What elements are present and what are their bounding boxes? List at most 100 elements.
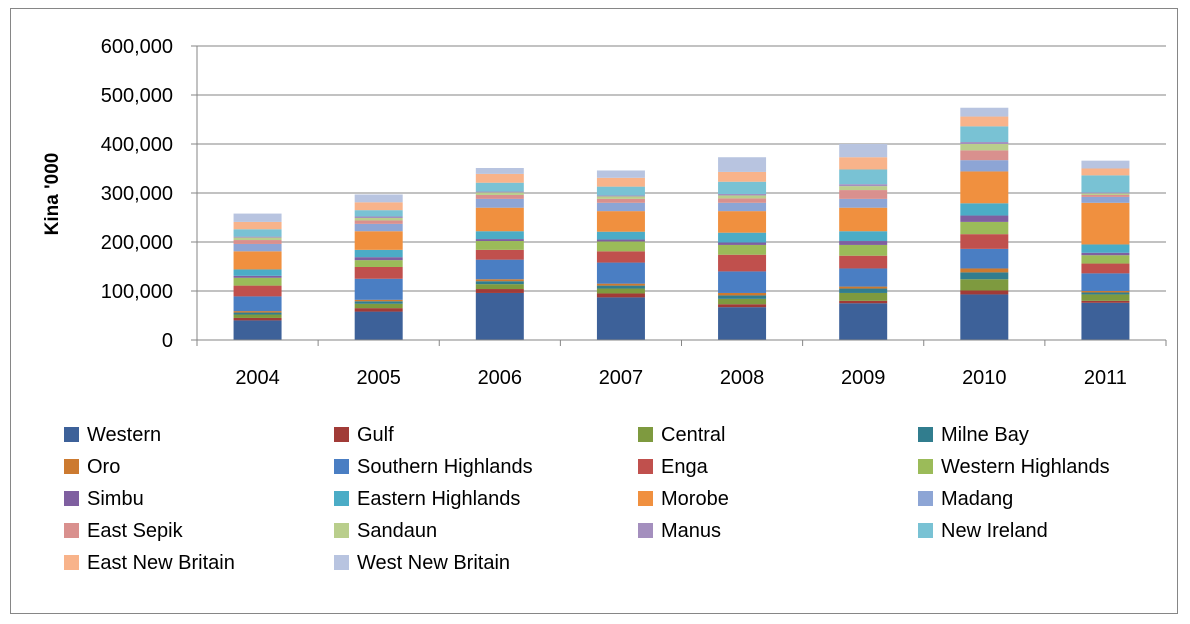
bar-segment: [596, 177, 645, 187]
bar-segment: [839, 241, 888, 245]
bar-segment: [475, 192, 524, 195]
gridlines: [197, 45, 1166, 292]
bar-segment: [475, 279, 524, 282]
bar-segment: [960, 221, 1009, 235]
legend-swatch: [638, 459, 653, 474]
bar-segment: [718, 242, 767, 245]
bar-segment: [233, 237, 282, 241]
bar-segment: [718, 211, 767, 233]
bar-segment: [839, 207, 888, 232]
legend-swatch: [64, 555, 79, 570]
bar-segment: [354, 308, 403, 312]
bar-segment: [718, 171, 767, 182]
bar-segment: [233, 240, 282, 244]
bar-segment: [718, 254, 767, 272]
legend-swatch: [334, 523, 349, 538]
legend-entry: Milne Bay: [941, 424, 1029, 446]
bar-segment: [718, 202, 767, 212]
legend-entry: East Sepik: [87, 520, 184, 542]
bar-segment: [1081, 263, 1130, 274]
bar-segment: [839, 303, 888, 340]
bar-segment: [1081, 160, 1130, 169]
bar-segment: [354, 194, 403, 203]
y-tick-label: 400,000: [101, 134, 173, 156]
legend: Western Gulf Central Milne Bay Oro Southern H…: [64, 424, 1110, 574]
bar-segment: [839, 300, 888, 304]
bar-segment: [1081, 175, 1130, 193]
legend-entry: New Ireland: [941, 520, 1048, 542]
bar-segment: [1081, 193, 1130, 195]
bar-segment: [960, 203, 1009, 216]
y-tick-label: 600,000: [101, 36, 173, 58]
x-tick-label: 2007: [599, 367, 644, 389]
bar-segment: [233, 269, 282, 276]
bar-segment: [475, 168, 524, 174]
bar-segment: [596, 241, 645, 252]
bar-segment: [233, 229, 282, 237]
bar-segment: [839, 286, 888, 289]
bar-segment: [960, 248, 1009, 269]
legend-entry: Simbu: [87, 488, 144, 510]
bar-segment: [596, 231, 645, 240]
bar-segment: [475, 182, 524, 192]
legend-entry: Madang: [941, 488, 1013, 510]
bar-segment: [1081, 302, 1130, 340]
legend-swatch: [334, 491, 349, 506]
bar-segment: [839, 184, 888, 187]
legend-swatch: [918, 523, 933, 538]
legend-entry: Central: [661, 424, 725, 446]
bar-segment: [475, 231, 524, 240]
bar-segment: [475, 194, 524, 199]
bar-segment: [354, 202, 403, 211]
bar-segment: [596, 196, 645, 199]
bar-segment: [839, 198, 888, 208]
bar-segment: [354, 311, 403, 340]
bar-segment: [960, 150, 1009, 161]
y-tick-label: 500,000: [101, 85, 173, 107]
bar-segment: [354, 231, 403, 250]
bar-segment: [475, 191, 524, 193]
bar-segment: [596, 285, 645, 289]
legend-entry: West New Britain: [357, 552, 510, 574]
axes: 0 100,000 200,000 300,000 400,000 500,000 600,…: [101, 36, 1167, 389]
bar-segment: [233, 317, 282, 321]
bar-segment: [960, 294, 1009, 340]
bar-segment: [960, 290, 1009, 295]
y-tick-label: 100,000: [101, 281, 173, 303]
legend-swatch: [918, 459, 933, 474]
bar-segment: [1081, 291, 1130, 293]
bar-segment: [839, 231, 888, 242]
legend-entry: Eastern Highlands: [357, 488, 520, 510]
bar-segment: [596, 170, 645, 178]
bar-segment: [233, 277, 282, 286]
legend-entry: Manus: [661, 520, 721, 542]
bars: [233, 107, 1130, 340]
bar-segment: [596, 198, 645, 203]
bar-segment: [475, 259, 524, 280]
x-tick-label: 2011: [1084, 367, 1127, 389]
legend-swatch: [638, 523, 653, 538]
bar-segment: [839, 288, 888, 293]
bar-segment: [718, 181, 767, 194]
bar-segment: [718, 271, 767, 293]
bar-segment: [1081, 194, 1130, 197]
bar-segment: [354, 301, 403, 304]
bar-segment: [233, 296, 282, 312]
bar-segment: [354, 217, 403, 221]
bar-segment: [475, 281, 524, 285]
bar-segment: [596, 211, 645, 232]
bar-segment: [354, 223, 403, 232]
bar-segment: [475, 292, 524, 340]
bar-segment: [718, 298, 767, 305]
bar-segment: [596, 195, 645, 197]
bar-segment: [354, 266, 403, 279]
x-tick-label: 2006: [478, 367, 523, 389]
legend-swatch: [64, 427, 79, 442]
legend-swatch: [64, 459, 79, 474]
bar-segment: [960, 215, 1009, 222]
bar-segment: [960, 268, 1009, 273]
bar-segment: [354, 278, 403, 300]
bar-segment: [1081, 294, 1130, 301]
x-tick-label: 2005: [356, 367, 401, 389]
